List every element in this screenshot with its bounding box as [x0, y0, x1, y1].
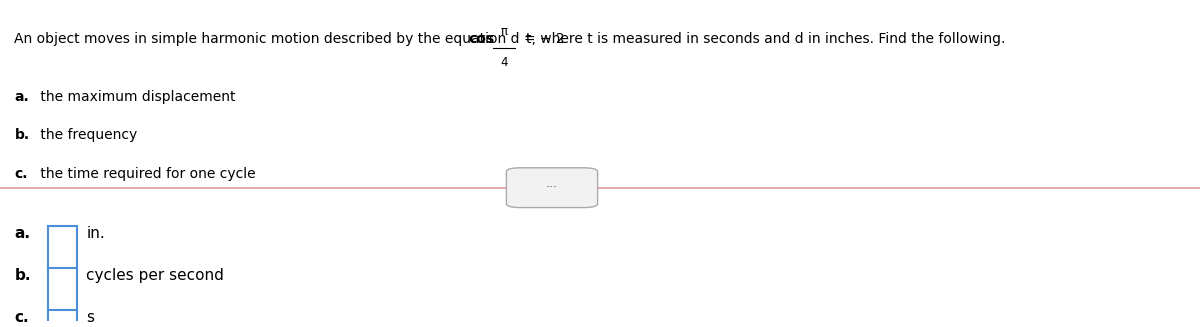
Text: t, where t is measured in seconds and d in inches. Find the following.: t, where t is measured in seconds and d … — [526, 32, 1004, 46]
Text: s: s — [86, 310, 95, 325]
FancyBboxPatch shape — [48, 226, 77, 271]
Text: the time required for one cycle: the time required for one cycle — [36, 167, 256, 181]
FancyBboxPatch shape — [506, 168, 598, 208]
Text: a.: a. — [14, 90, 29, 104]
Text: An object moves in simple harmonic motion described by the equation d = − 2: An object moves in simple harmonic motio… — [14, 32, 570, 46]
Text: c.: c. — [14, 167, 28, 181]
Text: 2: 2 — [58, 241, 67, 256]
Text: cycles per second: cycles per second — [86, 268, 224, 283]
Text: cos: cos — [468, 32, 494, 46]
Text: b.: b. — [14, 128, 30, 142]
Text: the maximum displacement: the maximum displacement — [36, 90, 235, 104]
Text: in.: in. — [86, 226, 106, 241]
Text: ···: ··· — [546, 181, 558, 194]
Text: b.: b. — [14, 268, 31, 283]
Text: a.: a. — [14, 226, 30, 241]
Text: π: π — [500, 25, 508, 38]
FancyBboxPatch shape — [48, 310, 77, 327]
Text: c.: c. — [14, 310, 29, 325]
FancyBboxPatch shape — [48, 268, 77, 313]
Text: the frequency: the frequency — [36, 128, 137, 142]
Text: 4: 4 — [500, 56, 508, 69]
